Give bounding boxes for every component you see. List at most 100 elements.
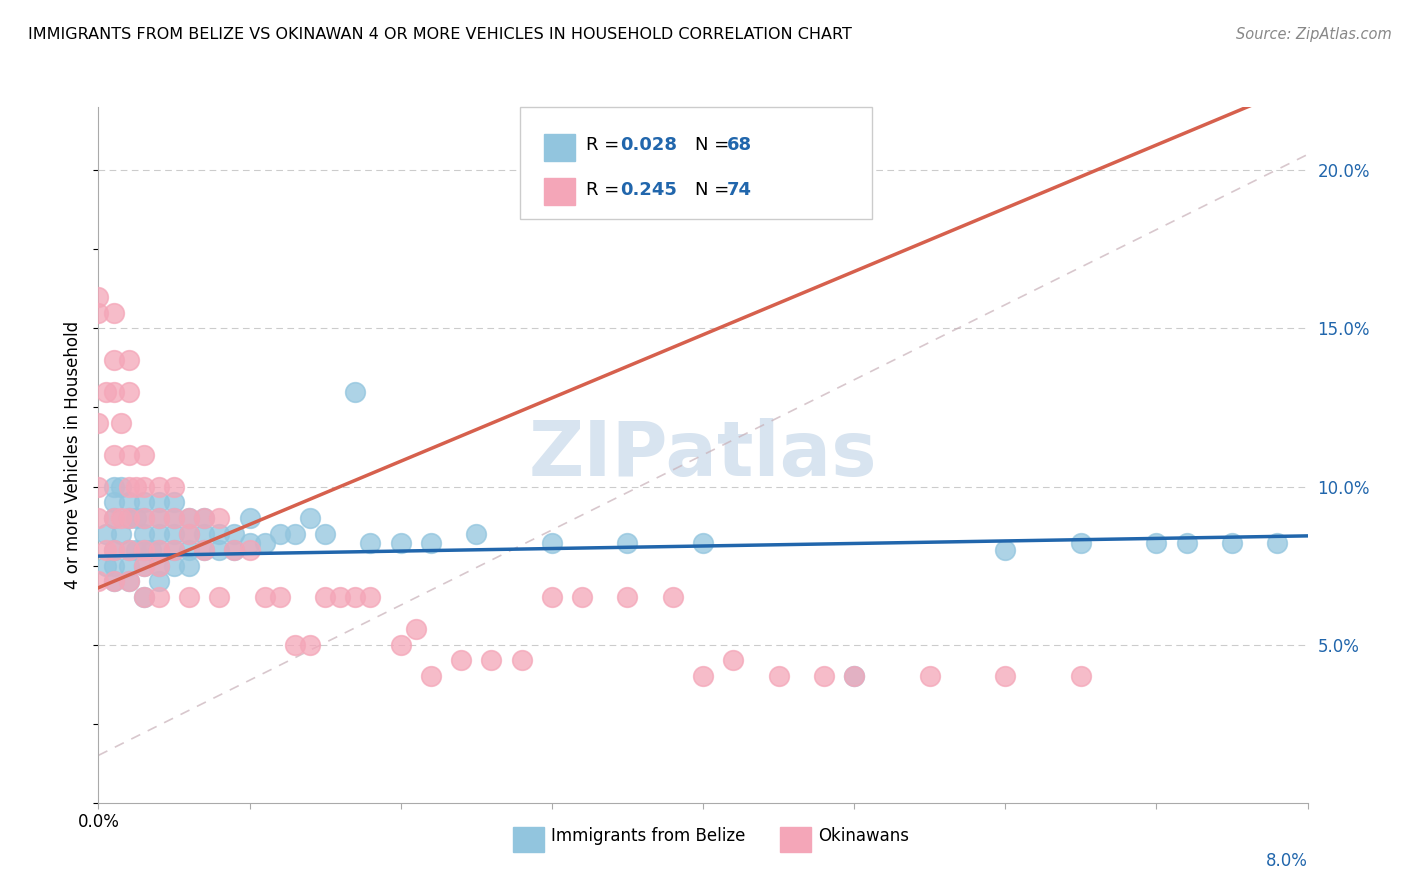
Point: [87, 417, 110, 431]
Point: [208, 527, 231, 541]
Text: 68: 68: [727, 136, 752, 154]
Point: [179, 511, 201, 525]
Point: [87, 290, 110, 304]
Point: [125, 479, 148, 493]
Point: [844, 669, 866, 683]
Text: 0.028: 0.028: [620, 136, 678, 154]
Point: [692, 669, 714, 683]
Point: [148, 542, 170, 557]
Point: [224, 527, 246, 541]
Point: [844, 669, 866, 683]
Point: [571, 591, 593, 605]
Point: [132, 448, 155, 462]
Point: [179, 591, 201, 605]
Point: [193, 542, 215, 557]
Point: [193, 527, 215, 541]
Point: [118, 542, 141, 557]
Point: [662, 591, 685, 605]
Point: [193, 542, 215, 557]
Point: [163, 527, 186, 541]
Point: [239, 511, 262, 525]
Point: [103, 511, 125, 525]
Point: [103, 384, 125, 399]
Text: Immigrants from Belize: Immigrants from Belize: [551, 827, 745, 845]
Point: [103, 542, 125, 557]
Point: [103, 542, 125, 557]
Point: [314, 527, 336, 541]
Point: [110, 527, 132, 541]
Point: [994, 669, 1017, 683]
Text: 8.0%: 8.0%: [1265, 852, 1308, 870]
Point: [1070, 536, 1092, 550]
Point: [481, 653, 503, 667]
Text: R =: R =: [586, 181, 626, 199]
Point: [510, 653, 533, 667]
Text: R =: R =: [586, 136, 626, 154]
Point: [125, 542, 148, 557]
Y-axis label: 4 or more Vehicles in Household: 4 or more Vehicles in Household: [65, 321, 83, 589]
Point: [450, 653, 472, 667]
Point: [132, 558, 155, 573]
Point: [110, 511, 132, 525]
Point: [148, 558, 170, 573]
Point: [118, 511, 141, 525]
Point: [118, 558, 141, 573]
Point: [269, 527, 291, 541]
Point: [344, 591, 367, 605]
Point: [994, 542, 1017, 557]
Point: [239, 536, 262, 550]
Point: [179, 511, 201, 525]
Point: [103, 305, 125, 319]
Text: 0.245: 0.245: [620, 181, 676, 199]
Point: [163, 511, 186, 525]
Point: [87, 574, 110, 589]
Point: [132, 591, 155, 605]
Point: [224, 542, 246, 557]
Point: [465, 527, 488, 541]
Point: [87, 305, 110, 319]
Point: [284, 527, 307, 541]
Point: [420, 536, 443, 550]
Point: [132, 542, 155, 557]
Point: [148, 558, 170, 573]
Point: [314, 591, 336, 605]
Text: ZIPatlas: ZIPatlas: [529, 418, 877, 491]
Point: [141, 542, 163, 557]
Point: [284, 638, 307, 652]
Point: [103, 353, 125, 368]
Point: [132, 495, 155, 509]
Point: [1220, 536, 1243, 550]
Point: [208, 591, 231, 605]
Point: [94, 527, 117, 541]
Point: [118, 542, 141, 557]
Point: [360, 536, 382, 550]
Text: Source: ZipAtlas.com: Source: ZipAtlas.com: [1236, 27, 1392, 42]
Point: [132, 591, 155, 605]
Point: [813, 669, 835, 683]
Point: [1267, 536, 1289, 550]
Point: [118, 574, 141, 589]
Point: [224, 542, 246, 557]
Point: [118, 511, 141, 525]
Point: [118, 384, 141, 399]
Point: [163, 479, 186, 493]
Point: [132, 511, 155, 525]
Point: [179, 527, 201, 541]
Text: Okinawans: Okinawans: [818, 827, 910, 845]
Point: [103, 558, 125, 573]
Point: [125, 511, 148, 525]
Point: [389, 536, 412, 550]
Point: [103, 574, 125, 589]
Point: [148, 542, 170, 557]
Point: [179, 527, 201, 541]
Point: [344, 384, 367, 399]
Point: [103, 495, 125, 509]
Point: [299, 638, 322, 652]
Point: [94, 384, 117, 399]
Point: [163, 511, 186, 525]
Point: [768, 669, 790, 683]
Point: [616, 591, 638, 605]
Point: [87, 479, 110, 493]
Point: [541, 536, 564, 550]
Point: [389, 638, 412, 652]
